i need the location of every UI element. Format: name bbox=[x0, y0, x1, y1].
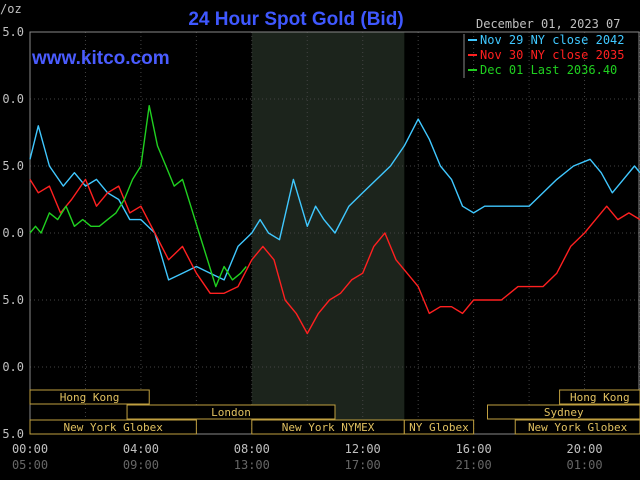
y-tick-label: 0.0 bbox=[2, 226, 24, 240]
x-tick-labels: 00:00 05:00 04:00 09:00 08:00 13:00 12:00 17:00… bbox=[12, 442, 603, 472]
market-session-label: New York NYMEX bbox=[282, 421, 375, 434]
chart-title: 24 Hour Spot Gold (Bid) bbox=[188, 9, 403, 30]
series-line-0 bbox=[29, 118, 640, 281]
y-tick-labels: 5.0 0.0 5.0 0.0 5.0 0.0 5.0 bbox=[2, 25, 24, 441]
x-tick-label: 00:00 bbox=[12, 442, 48, 456]
market-session-label: London bbox=[211, 406, 251, 419]
x-tick-label: 20:00 bbox=[566, 442, 602, 456]
y-tick-label: 0.0 bbox=[2, 92, 24, 106]
x-tick-label: 04:00 bbox=[123, 442, 159, 456]
y-tick-label: 5.0 bbox=[2, 25, 24, 39]
x-tick-label: 16:00 bbox=[456, 442, 492, 456]
legend-entry: Nov 29 NY close 2042 bbox=[480, 33, 625, 47]
date-label: December 01, 2023 07 bbox=[476, 17, 621, 31]
y-tick-label: 0.0 bbox=[2, 360, 24, 374]
market-session-bar bbox=[126, 404, 336, 420]
series-lines bbox=[29, 104, 640, 335]
market-session-label: New York Globex bbox=[528, 421, 628, 434]
market-session-bar bbox=[29, 419, 197, 435]
market-session-bar bbox=[514, 419, 640, 435]
market-session-bar bbox=[29, 389, 150, 405]
market-session-label: Hong Kong bbox=[60, 391, 120, 404]
market-session-label: New York Globex bbox=[64, 421, 164, 434]
x-tick-label-secondary: 09:00 bbox=[123, 458, 159, 472]
x-tick-label: 08:00 bbox=[234, 442, 270, 456]
x-tick-label-secondary: 13:00 bbox=[234, 458, 270, 472]
market-session-bar bbox=[403, 419, 475, 435]
market-session-label: NY Globex bbox=[409, 421, 469, 434]
y-tick-label: 5.0 bbox=[2, 293, 24, 307]
y-tick-label: 5.0 bbox=[2, 427, 24, 441]
x-tick-label-secondary: 17:00 bbox=[345, 458, 381, 472]
x-tick-label-secondary: 01:00 bbox=[566, 458, 602, 472]
market-session-bar bbox=[487, 404, 640, 420]
x-tick-label-secondary: 05:00 bbox=[12, 458, 48, 472]
market-session-label: Hong Kong bbox=[570, 391, 630, 404]
market-session-label: Sydney bbox=[544, 406, 584, 419]
legend-entry: Nov 30 NY close 2035 bbox=[480, 48, 625, 62]
x-tick-label-secondary: 21:00 bbox=[456, 458, 492, 472]
legend-entry: Dec 01 Last 2036.40 bbox=[480, 63, 617, 77]
series-line-2 bbox=[29, 104, 247, 288]
y-tick-label: 5.0 bbox=[2, 159, 24, 173]
y-unit-label: /oz bbox=[0, 2, 22, 16]
x-tick-label: 12:00 bbox=[345, 442, 381, 456]
brand-label: www.kitco.com bbox=[31, 48, 170, 69]
market-sessions: Hong Kong Hong Kong London Sydney New York G… bbox=[29, 389, 640, 435]
